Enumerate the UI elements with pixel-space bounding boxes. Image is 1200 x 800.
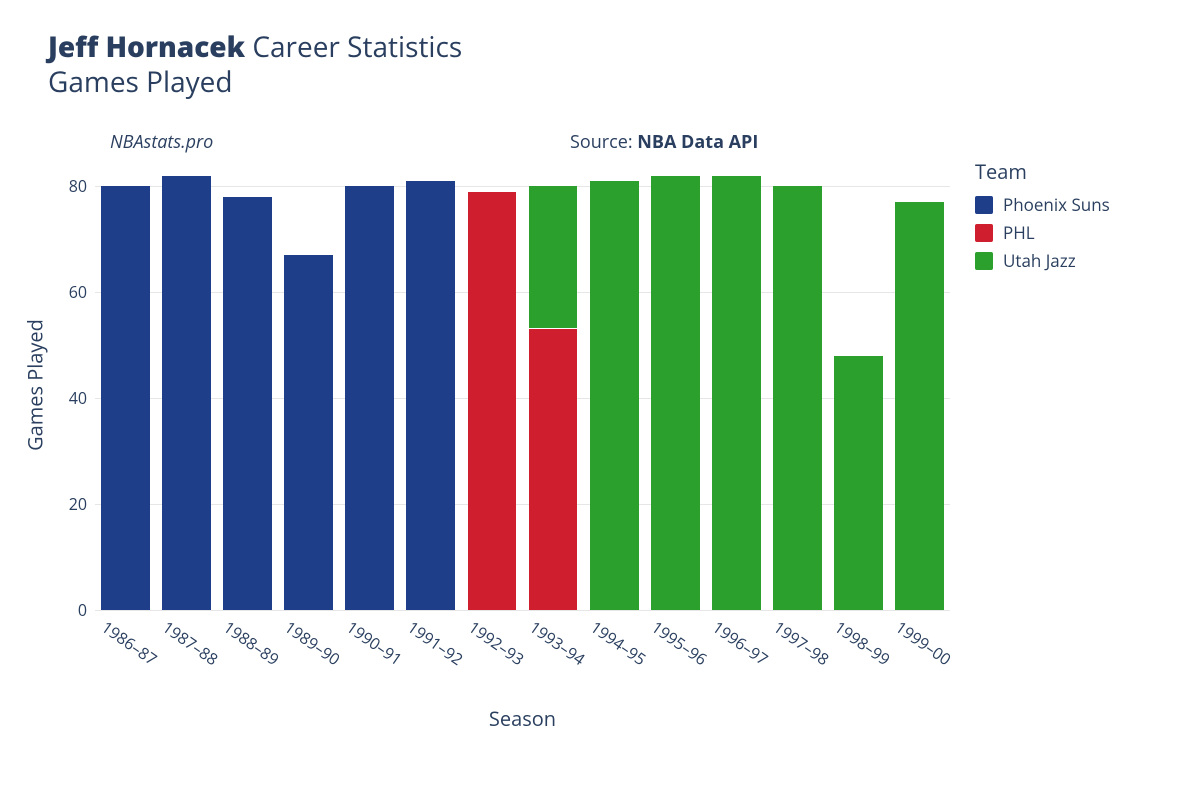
bar[interactable] [345, 160, 394, 610]
source-label: Source: [570, 130, 637, 154]
x-axis-title: Season [489, 705, 556, 732]
plot-area: 0204060801986–871987–881988–891989–90199… [95, 160, 950, 610]
bar[interactable] [895, 160, 944, 610]
x-tick-label: 1999–00 [892, 616, 956, 670]
y-tick-label: 80 [69, 175, 87, 197]
x-tick-label: 1994–95 [586, 616, 650, 670]
bar[interactable] [162, 160, 211, 610]
bar-segment [895, 202, 944, 610]
y-tick-label: 0 [78, 599, 87, 621]
source-credit: Source: NBA Data API [570, 130, 758, 154]
x-tick-label: 1998–99 [831, 616, 895, 670]
bar[interactable] [223, 160, 272, 610]
bar-segment [590, 181, 639, 610]
bar[interactable] [712, 160, 761, 610]
legend-swatch [975, 224, 993, 242]
bar-segment [223, 197, 272, 610]
x-tick-label: 1986–87 [98, 616, 162, 670]
x-tick-label: 1993–94 [525, 616, 589, 670]
y-tick-label: 60 [69, 281, 87, 303]
x-tick-label: 1991–92 [403, 616, 467, 670]
bar[interactable] [773, 160, 822, 610]
bar[interactable] [590, 160, 639, 610]
title-player-name: Jeff Hornacek [48, 28, 245, 66]
watermark-text: NBAstats.pro [110, 130, 213, 154]
bar-segment [345, 186, 394, 610]
bar-segment [406, 181, 455, 610]
bar-segment [651, 176, 700, 610]
x-tick-label: 1997–98 [769, 616, 833, 670]
bar-segment [773, 186, 822, 610]
legend-item[interactable]: Phoenix Suns [975, 193, 1110, 216]
bar-segment [101, 186, 150, 610]
bar[interactable] [101, 160, 150, 610]
bar[interactable] [406, 160, 455, 610]
bar-segment [529, 186, 578, 329]
title-line-2: Games Played [48, 65, 462, 100]
gridline [95, 610, 950, 611]
x-tick-label: 1990–91 [342, 616, 406, 670]
legend: Team Phoenix Suns PHL Utah Jazz [975, 158, 1110, 277]
legend-item[interactable]: PHL [975, 221, 1110, 244]
bar-segment-divider [529, 328, 578, 329]
x-tick-label: 1988–89 [220, 616, 284, 670]
legend-item[interactable]: Utah Jazz [975, 249, 1110, 272]
chart-title: Jeff Hornacek Career Statistics Games Pl… [48, 30, 462, 100]
source-name: NBA Data API [637, 130, 758, 154]
y-tick-label: 40 [69, 387, 87, 409]
legend-label: Phoenix Suns [1003, 193, 1110, 216]
bar-segment [284, 255, 333, 610]
bar[interactable] [468, 160, 517, 610]
y-axis-title: Games Played [22, 319, 49, 451]
legend-title: Team [975, 158, 1110, 185]
bar-segment [468, 192, 517, 610]
legend-label: Utah Jazz [1003, 249, 1076, 272]
bar-segment [162, 176, 211, 610]
bar-segment [834, 356, 883, 610]
legend-swatch [975, 252, 993, 270]
legend-swatch [975, 196, 993, 214]
bar-segment [712, 176, 761, 610]
bar[interactable] [529, 160, 578, 610]
bar[interactable] [284, 160, 333, 610]
chart-container: Jeff Hornacek Career Statistics Games Pl… [0, 0, 1200, 800]
x-tick-label: 1987–88 [159, 616, 223, 670]
title-line-1: Jeff Hornacek Career Statistics [48, 30, 462, 65]
title-suffix: Career Statistics [245, 28, 462, 66]
bar[interactable] [651, 160, 700, 610]
legend-label: PHL [1003, 221, 1035, 244]
x-tick-label: 1995–96 [647, 616, 711, 670]
y-tick-label: 20 [69, 493, 87, 515]
x-tick-label: 1989–90 [281, 616, 345, 670]
bar-segment [529, 329, 578, 610]
bar[interactable] [834, 160, 883, 610]
x-tick-label: 1996–97 [708, 616, 772, 670]
x-tick-label: 1992–93 [464, 616, 528, 670]
